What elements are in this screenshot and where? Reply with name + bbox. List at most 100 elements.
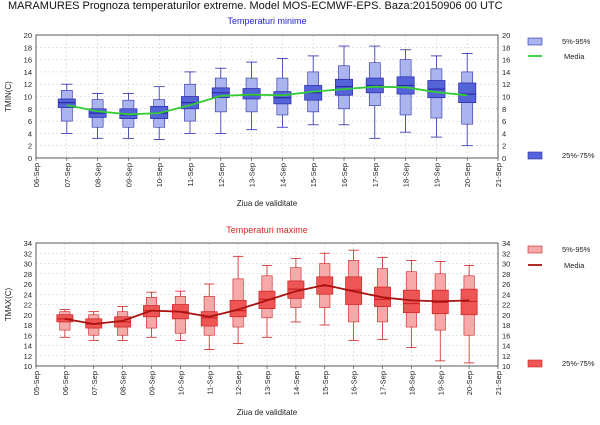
- tmin-ytick-label-right: 14: [502, 68, 510, 77]
- tmax-xtick-label: 21-Sep: [494, 371, 503, 395]
- tmax-x-axis-label: Ziua de validitate: [237, 408, 298, 417]
- tmax-ytick-label: 10: [24, 362, 32, 371]
- tmax-xtick-label: 10-Sep: [176, 371, 185, 395]
- tmin-xtick-label: 16-Sep: [340, 163, 349, 187]
- tmax-ytick-label: 14: [24, 342, 32, 351]
- tmin-ytick-label-right: 18: [502, 43, 510, 52]
- tmax-ytick-label: 32: [24, 249, 32, 258]
- tmax-xtick-label: 14-Sep: [292, 371, 301, 395]
- tmax-xtick-label: 19-Sep: [436, 371, 445, 395]
- tmax-ytick-label-right: 26: [502, 280, 510, 289]
- tmax-ytick-label-right: 24: [502, 290, 510, 299]
- tmax-ytick-label: 20: [24, 311, 32, 320]
- tmin-ytick-label: 12: [24, 80, 32, 89]
- tmin-ytick-label: 14: [24, 68, 32, 77]
- tmax-ytick-label-right: 30: [502, 260, 510, 269]
- tmin-xtick-label: 11-Sep: [186, 163, 195, 187]
- tmax-ytick-label-right: 34: [502, 239, 510, 248]
- tmin-xtick-label: 07-Sep: [63, 163, 72, 187]
- tmax-xtick-label: 13-Sep: [263, 371, 272, 395]
- tmin-ytick-label-right: 20: [502, 31, 510, 40]
- tmin-ytick-label: 2: [28, 142, 32, 151]
- tmax-xtick-label: 16-Sep: [350, 371, 359, 395]
- tmin-ytick-label-right: 10: [502, 93, 510, 102]
- tmin-mean-line: [66, 85, 468, 116]
- tmax-ytick-label: 18: [24, 321, 32, 330]
- tmin-ytick-label: 16: [24, 56, 32, 65]
- tmin-y-axis-label: TMIN(C): [4, 81, 13, 112]
- tmin-xtick-label: 21-Sep: [494, 163, 503, 187]
- tmax-ytick-label-right: 12: [502, 352, 510, 361]
- tmax-box-25-75: [200, 311, 218, 327]
- tmin-xtick-label: 06-Sep: [32, 163, 41, 187]
- tmax-ytick-label-right: 18: [502, 321, 510, 330]
- tmax-ytick-label: 24: [24, 290, 32, 299]
- tmax-legend-label-mean: Media: [564, 261, 585, 270]
- tmax-legend-swatch-25-75: [527, 359, 543, 368]
- tmin-xtick-label: 18-Sep: [402, 163, 411, 187]
- tmin-box-25-75: [335, 78, 353, 96]
- tmin-ytick-label-right: 16: [502, 56, 510, 65]
- tmin-ytick-label: 6: [28, 117, 32, 126]
- figure-title: MARAMURES Prognoza temperaturilor extrem…: [8, 0, 503, 12]
- tmax-xtick-label: 09-Sep: [148, 371, 157, 395]
- tmax-xtick-label: 06-Sep: [61, 371, 70, 395]
- tmax-xtick-label: 15-Sep: [321, 371, 330, 395]
- tmin-xtick-label: 17-Sep: [371, 163, 380, 187]
- tmin-box-25-75: [242, 88, 261, 100]
- tmin-ytick-label: 20: [24, 31, 32, 40]
- tmax-chart-title: Temperaturi maxime: [226, 225, 308, 235]
- tmax-ytick-label: 16: [24, 331, 32, 340]
- tmax-xtick-label: 17-Sep: [379, 371, 388, 395]
- tmax-ytick-label-right: 32: [502, 249, 510, 258]
- tmax-ytick-label: 12: [24, 352, 32, 361]
- tmin-plot-frame: [35, 34, 499, 159]
- tmax-ytick-label-right: 28: [502, 270, 510, 279]
- tmin-legend-swatch-5-95: [527, 37, 543, 46]
- tmax-ytick-label: 22: [24, 301, 32, 310]
- tmin-ytick-label-right: 4: [502, 129, 506, 138]
- tmax-ytick-label: 28: [24, 270, 32, 279]
- tmax-ytick-label: 26: [24, 280, 32, 289]
- tmin-ytick-label: 4: [28, 129, 32, 138]
- tmin-ytick-label-right: 0: [502, 154, 506, 163]
- tmax-xtick-label: 11-Sep: [205, 371, 214, 395]
- tmin-legend-label-5-95: 5%-95%: [562, 37, 591, 46]
- tmin-x-axis-label: Ziua de validitate: [237, 199, 298, 208]
- tmin-ytick-label: 8: [28, 105, 32, 114]
- tmax-ytick-label: 30: [24, 260, 32, 269]
- tmax-ytick-label-right: 20: [502, 311, 510, 320]
- tmax-ytick-label: 34: [24, 239, 32, 248]
- tmax-ytick-label-right: 14: [502, 342, 510, 351]
- tmin-xtick-label: 09-Sep: [124, 163, 133, 187]
- tmax-legend-swatch-5-95: [527, 245, 543, 254]
- tmin-xtick-label: 14-Sep: [278, 163, 287, 187]
- tmin-xtick-label: 20-Sep: [463, 163, 472, 187]
- tmax-mean-line: [64, 284, 470, 325]
- tmin-legend-swatch-25-75: [527, 151, 543, 160]
- tmax-y-axis-label: TMAX(C): [4, 288, 13, 322]
- tmin-xtick-label: 10-Sep: [155, 163, 164, 187]
- tmin-xtick-label: 19-Sep: [432, 163, 441, 187]
- tmin-xtick-label: 08-Sep: [94, 163, 103, 187]
- tmax-legend-label-5-95: 5%-95%: [562, 245, 591, 254]
- tmax-xtick-label: 07-Sep: [90, 371, 99, 395]
- tmin-ytick-label-right: 12: [502, 80, 510, 89]
- tmax-ytick-label-right: 16: [502, 331, 510, 340]
- tmax-xtick-label: 12-Sep: [234, 371, 243, 395]
- tmin-ytick-label: 10: [24, 93, 32, 102]
- tmin-xtick-label: 12-Sep: [217, 163, 226, 187]
- tmin-ytick-label: 18: [24, 43, 32, 52]
- tmax-xtick-label: 20-Sep: [465, 371, 474, 395]
- tmax-ytick-label-right: 22: [502, 301, 510, 310]
- tmin-legend-label-25-75: 25%-75%: [562, 151, 595, 160]
- tmin-box-25-75: [57, 98, 76, 108]
- tmax-ytick-label-right: 10: [502, 362, 510, 371]
- tmax-legend-label-25-75: 25%-75%: [562, 359, 595, 368]
- tmin-xtick-label: 15-Sep: [309, 163, 318, 187]
- tmin-box-25-75: [458, 82, 477, 104]
- tmax-box-25-75: [229, 300, 247, 318]
- tmin-ytick-label-right: 2: [502, 142, 506, 151]
